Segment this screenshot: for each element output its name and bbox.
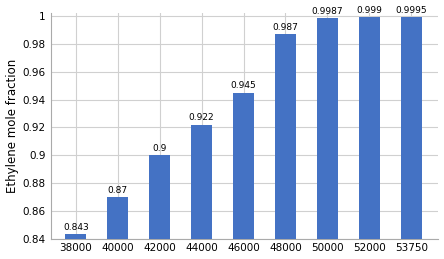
Bar	[191, 125, 212, 239]
Text: 0.87: 0.87	[108, 186, 128, 195]
Text: 0.987: 0.987	[273, 23, 298, 32]
Text: 0.843: 0.843	[63, 223, 89, 232]
Text: 0.9: 0.9	[152, 144, 167, 153]
Bar	[65, 234, 86, 239]
Text: 0.922: 0.922	[189, 113, 214, 123]
Bar	[275, 34, 296, 239]
Bar	[317, 18, 338, 239]
Bar	[233, 92, 254, 239]
Text: 0.9995: 0.9995	[396, 6, 427, 15]
Text: 0.945: 0.945	[230, 82, 256, 90]
Bar	[149, 155, 170, 239]
Bar	[359, 18, 380, 239]
Text: 0.9987: 0.9987	[312, 7, 343, 16]
Y-axis label: Ethylene mole fraction: Ethylene mole fraction	[6, 59, 19, 193]
Bar	[107, 197, 128, 239]
Bar	[401, 17, 422, 239]
Text: 0.999: 0.999	[357, 6, 382, 15]
